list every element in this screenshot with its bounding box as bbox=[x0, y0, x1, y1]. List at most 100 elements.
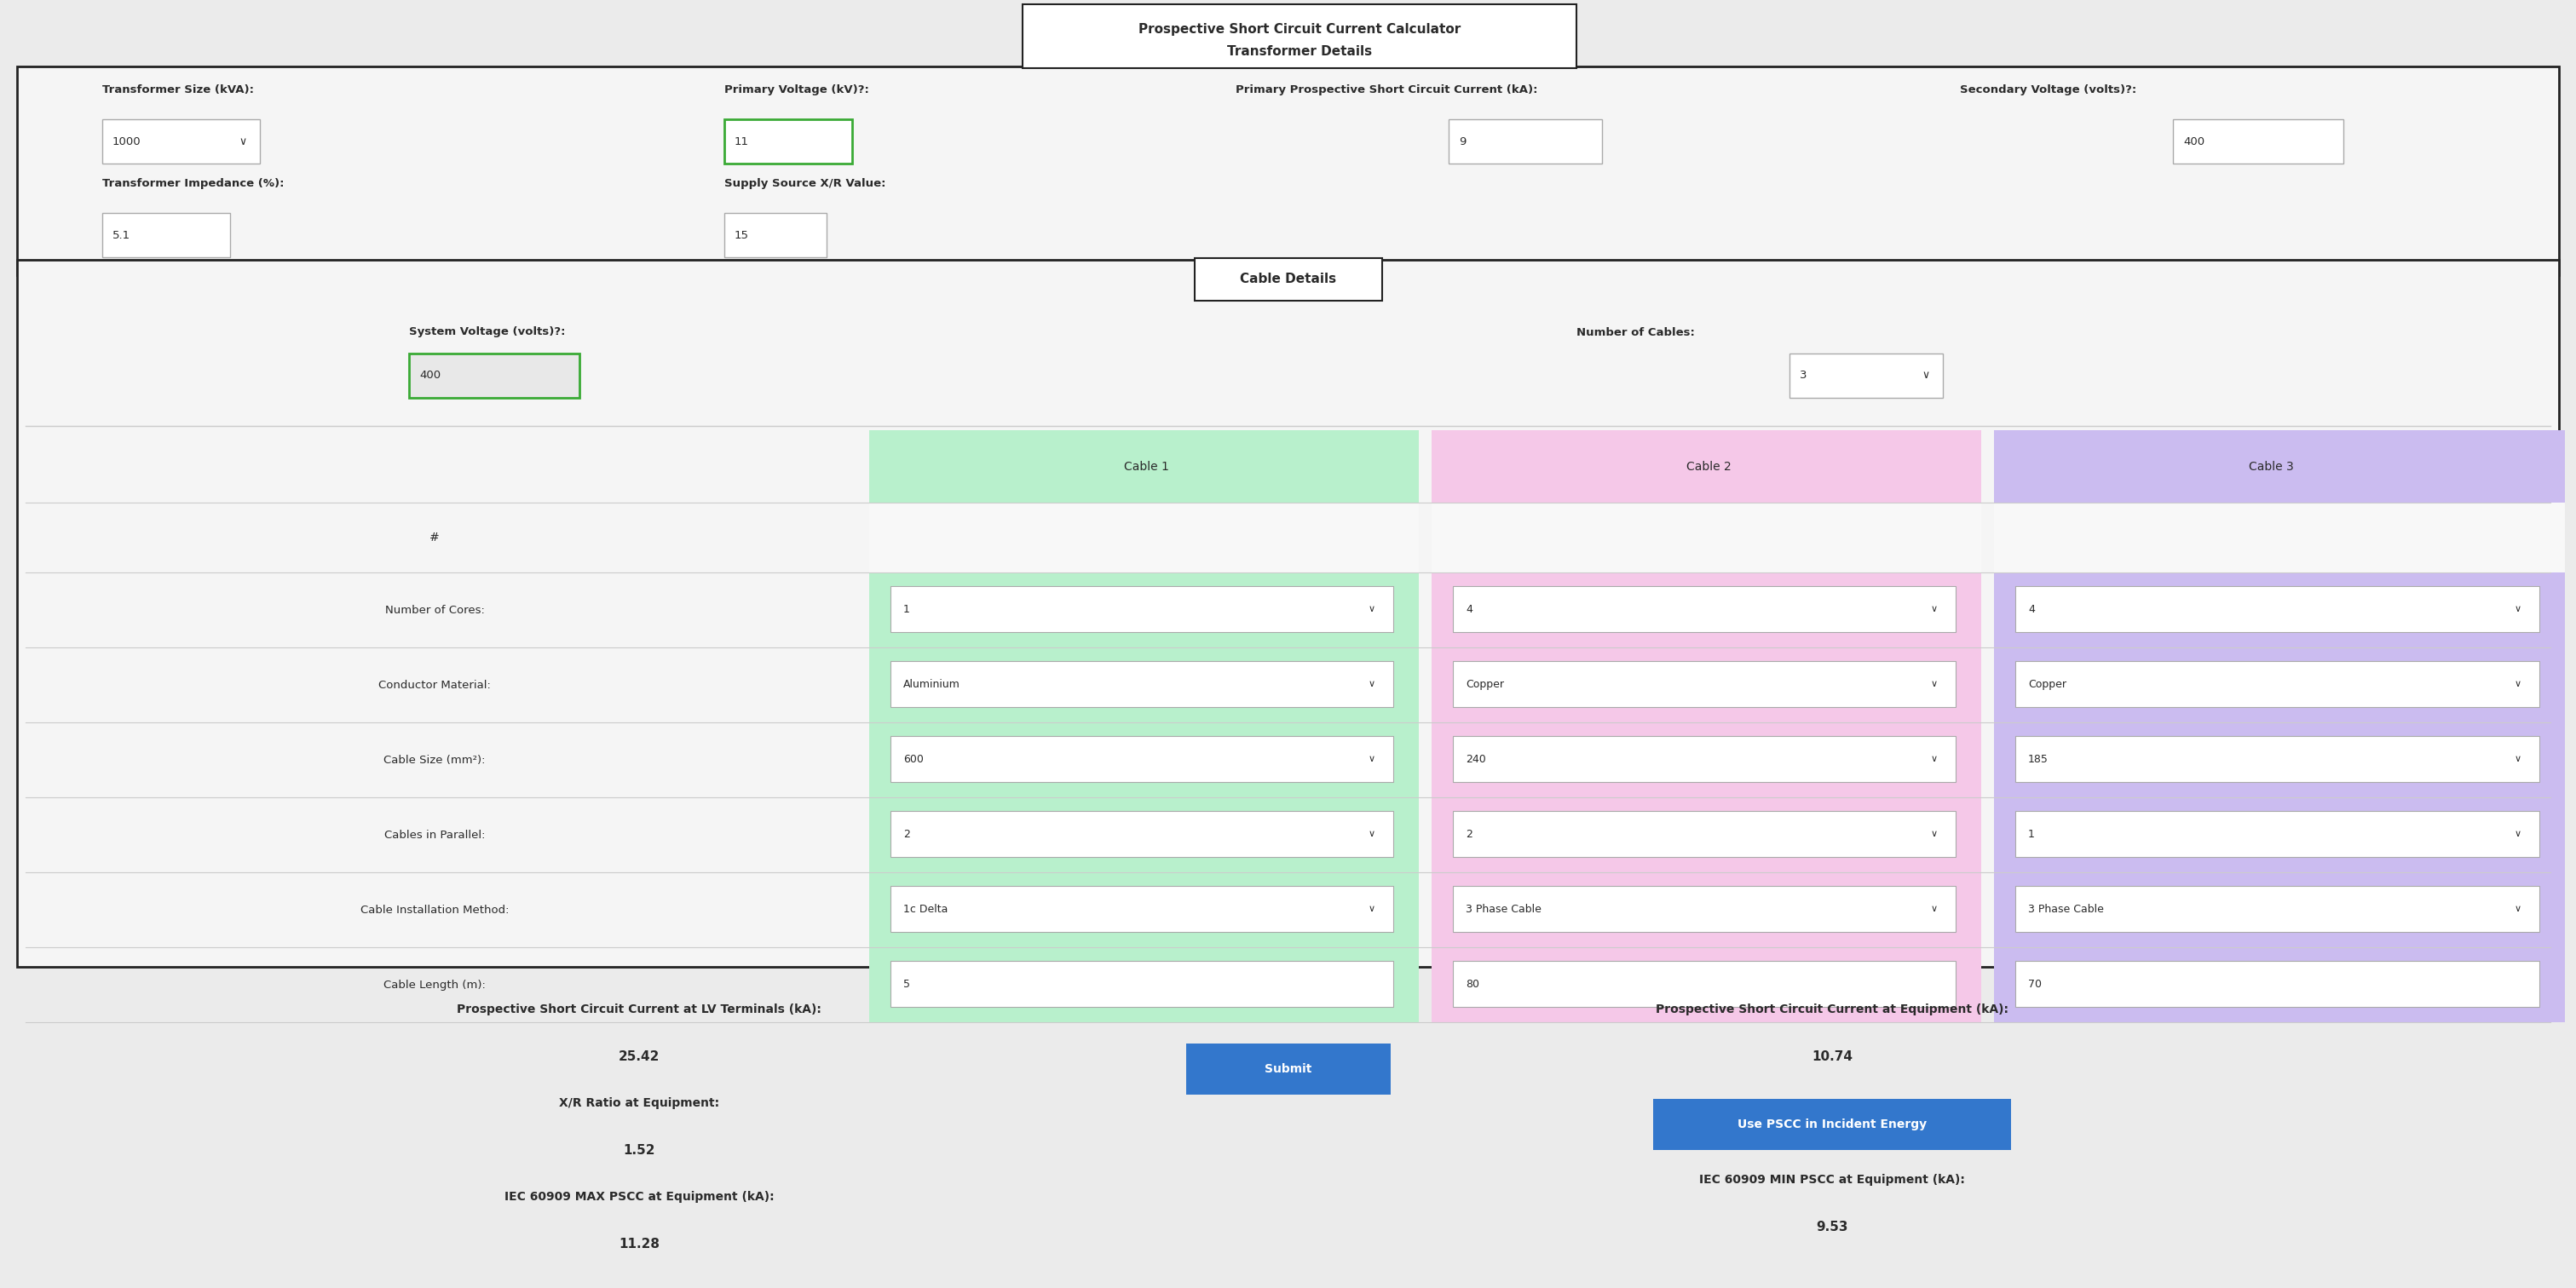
Text: Prospective Short Circuit Current at LV Terminals (kA):: Prospective Short Circuit Current at LV … bbox=[456, 1003, 822, 1015]
Text: 600: 600 bbox=[904, 753, 925, 765]
Text: Primary Prospective Short Circuit Current (kA):: Primary Prospective Short Circuit Curren… bbox=[1236, 84, 1538, 95]
Bar bbox=[1654, 1099, 2012, 1150]
Bar bbox=[891, 661, 1394, 707]
Text: Cable 2: Cable 2 bbox=[1687, 460, 1731, 473]
Text: Copper: Copper bbox=[1466, 679, 1504, 689]
Bar bbox=[1432, 872, 1981, 947]
Text: 1.52: 1.52 bbox=[623, 1144, 654, 1157]
Bar bbox=[1790, 353, 1942, 398]
Text: ∨: ∨ bbox=[2514, 829, 2522, 838]
Text: 1000: 1000 bbox=[113, 135, 142, 147]
Bar bbox=[868, 872, 1419, 947]
Bar bbox=[1185, 1043, 1391, 1095]
Bar bbox=[1994, 572, 2566, 648]
Bar bbox=[2014, 586, 2540, 632]
Text: Cables in Parallel:: Cables in Parallel: bbox=[384, 829, 484, 840]
Text: ∨: ∨ bbox=[1932, 904, 1937, 913]
Bar bbox=[1994, 947, 2566, 1023]
Bar bbox=[1432, 572, 1981, 648]
Text: 1: 1 bbox=[2027, 828, 2035, 840]
Text: ∨: ∨ bbox=[1932, 829, 1937, 838]
Text: IEC 60909 MAX PSCC at Equipment (kA):: IEC 60909 MAX PSCC at Equipment (kA): bbox=[505, 1191, 773, 1203]
Bar bbox=[103, 213, 229, 258]
Text: 3 Phase Cable: 3 Phase Cable bbox=[2027, 903, 2105, 914]
Bar bbox=[891, 961, 1394, 1007]
Bar bbox=[1453, 811, 1955, 858]
Text: ∨: ∨ bbox=[1932, 680, 1937, 688]
Text: 240: 240 bbox=[1466, 753, 1486, 765]
Text: ∨: ∨ bbox=[1368, 680, 1376, 688]
Text: 4: 4 bbox=[2027, 604, 2035, 614]
Text: 9.53: 9.53 bbox=[1816, 1220, 1847, 1233]
Text: Primary Voltage (kV)?:: Primary Voltage (kV)?: bbox=[724, 84, 868, 95]
Text: ∨: ∨ bbox=[1932, 605, 1937, 613]
Text: System Voltage (volts)?:: System Voltage (volts)?: bbox=[410, 327, 564, 337]
Bar bbox=[1195, 258, 1381, 300]
Text: 3: 3 bbox=[1801, 370, 1806, 381]
Bar bbox=[891, 735, 1394, 782]
Text: 400: 400 bbox=[2184, 135, 2205, 147]
Text: Cable 3: Cable 3 bbox=[2249, 460, 2293, 473]
Bar bbox=[1432, 648, 1981, 723]
Bar bbox=[1023, 4, 1577, 68]
Text: 3 Phase Cable: 3 Phase Cable bbox=[1466, 903, 1540, 914]
Bar bbox=[2174, 120, 2344, 164]
Text: ∨: ∨ bbox=[2514, 755, 2522, 764]
Text: Prospective Short Circuit Current Calculator: Prospective Short Circuit Current Calcul… bbox=[1139, 23, 1461, 36]
Text: Cable Size (mm²):: Cable Size (mm²): bbox=[384, 755, 484, 765]
Text: ∨: ∨ bbox=[1932, 755, 1937, 764]
Bar bbox=[103, 120, 260, 164]
Text: Aluminium: Aluminium bbox=[904, 679, 961, 689]
Text: Cable Length (m):: Cable Length (m): bbox=[384, 979, 487, 990]
Text: 15: 15 bbox=[734, 229, 750, 241]
Text: Cable Details: Cable Details bbox=[1239, 273, 1337, 286]
Text: 11.28: 11.28 bbox=[618, 1238, 659, 1251]
Text: 4: 4 bbox=[1466, 604, 1473, 614]
Bar bbox=[868, 572, 1419, 648]
Bar bbox=[1432, 947, 1981, 1023]
Text: ∨: ∨ bbox=[2514, 680, 2522, 688]
Bar bbox=[1453, 961, 1955, 1007]
Text: Number of Cables:: Number of Cables: bbox=[1577, 327, 1695, 337]
Text: Cable 1: Cable 1 bbox=[1123, 460, 1170, 473]
Bar bbox=[18, 67, 2558, 276]
Bar bbox=[1448, 120, 1602, 164]
Text: X/R Ratio at Equipment:: X/R Ratio at Equipment: bbox=[559, 1097, 719, 1109]
Text: ∨: ∨ bbox=[2514, 605, 2522, 613]
Bar bbox=[1453, 661, 1955, 707]
Bar bbox=[1453, 586, 1955, 632]
Bar bbox=[724, 213, 827, 258]
Bar bbox=[18, 260, 2558, 967]
Text: Transformer Size (kVA):: Transformer Size (kVA): bbox=[103, 84, 255, 95]
Bar bbox=[2014, 735, 2540, 782]
Bar bbox=[1432, 502, 1981, 572]
Text: 25.42: 25.42 bbox=[618, 1050, 659, 1063]
Text: IEC 60909 MIN PSCC at Equipment (kA):: IEC 60909 MIN PSCC at Equipment (kA): bbox=[1700, 1173, 1965, 1186]
Text: 5: 5 bbox=[904, 979, 909, 989]
Text: 5.1: 5.1 bbox=[113, 229, 131, 241]
Text: 2: 2 bbox=[904, 828, 909, 840]
Text: ∨: ∨ bbox=[1368, 829, 1376, 838]
Bar bbox=[868, 797, 1419, 872]
Text: Prospective Short Circuit Current at Equipment (kA):: Prospective Short Circuit Current at Equ… bbox=[1656, 1003, 2009, 1015]
Text: Supply Source X/R Value:: Supply Source X/R Value: bbox=[724, 178, 886, 188]
Bar bbox=[2014, 886, 2540, 933]
Bar bbox=[891, 811, 1394, 858]
Bar bbox=[1453, 886, 1955, 933]
Text: ∨: ∨ bbox=[1368, 755, 1376, 764]
Text: Transformer Details: Transformer Details bbox=[1226, 45, 1373, 58]
Text: ∨: ∨ bbox=[240, 135, 247, 147]
Text: 400: 400 bbox=[420, 370, 440, 381]
Text: 10.74: 10.74 bbox=[1811, 1050, 1852, 1063]
Bar bbox=[1994, 502, 2566, 572]
Bar bbox=[2014, 961, 2540, 1007]
Bar bbox=[2014, 811, 2540, 858]
Bar bbox=[868, 723, 1419, 797]
Bar bbox=[1994, 723, 2566, 797]
Text: Conductor Material:: Conductor Material: bbox=[379, 679, 492, 690]
Bar bbox=[868, 430, 1419, 502]
Text: Use PSCC in Incident Energy: Use PSCC in Incident Energy bbox=[1736, 1118, 1927, 1131]
Bar bbox=[1432, 797, 1981, 872]
Bar bbox=[1432, 430, 1981, 502]
Text: ∨: ∨ bbox=[1368, 904, 1376, 913]
